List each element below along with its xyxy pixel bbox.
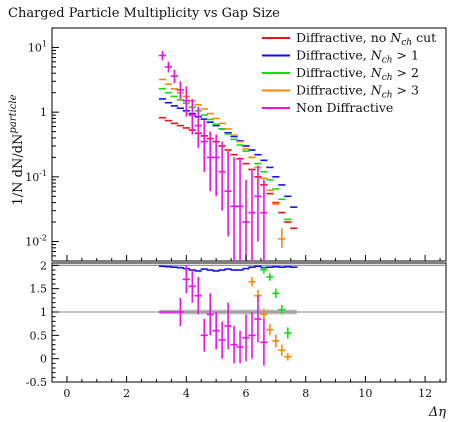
x-tick-label: 6: [243, 387, 250, 400]
ratio-point: [176, 298, 184, 326]
legend-entry: Diffractive, Nch > 2: [262, 65, 419, 83]
data-point: [212, 134, 220, 197]
data-point: [194, 107, 202, 148]
data-point: [164, 61, 173, 73]
ratio-point: [188, 270, 196, 303]
series-2-ratio: [260, 266, 292, 339]
series-2-main: [158, 87, 292, 221]
ratio-point: [182, 265, 190, 294]
legend-entry: Diffractive, no Nch cut: [262, 30, 436, 48]
legend-entry: Non Diffractive: [262, 100, 393, 115]
ratio-point: [272, 288, 280, 298]
ratio-point: [260, 266, 268, 274]
data-point: [242, 179, 250, 261]
legend-entry: Diffractive, Nch > 1: [262, 48, 419, 66]
x-tick-label: 4: [183, 387, 190, 400]
chart-title: Charged Particle Multiplicity vs Gap Siz…: [8, 6, 280, 21]
main-y-tick-label: 101: [28, 39, 47, 54]
x-tick-label: 2: [123, 387, 130, 400]
data-point: [236, 157, 244, 261]
ratio-y-tick-label: 0.5: [30, 329, 48, 342]
ratio-y-tick-label: -0.5: [26, 376, 47, 389]
series-1-ratio: [158, 265, 298, 272]
ratio-point: [230, 326, 238, 364]
data-point: [188, 98, 196, 135]
ratio-point: [266, 324, 274, 336]
data-point: [278, 228, 286, 248]
x-tick-label: 8: [302, 387, 309, 400]
main-panel: [51, 27, 447, 262]
ratio-point: [254, 295, 262, 343]
ratio-point: [224, 302, 232, 350]
ratio-y-tick-label: 1: [40, 306, 47, 319]
data-point: [158, 51, 167, 61]
legend-label: Diffractive, Nch > 2: [296, 65, 419, 83]
ratio-point: [278, 344, 286, 356]
ratio-point: [260, 308, 268, 320]
ratio-panel: [51, 262, 447, 383]
data-point: [176, 81, 184, 99]
ratio-point: [248, 312, 256, 359]
ratio-point: [194, 277, 202, 315]
legend-label: Non Diffractive: [296, 100, 393, 115]
main-y-tick-label: 1: [40, 106, 47, 119]
data-point: [200, 120, 208, 172]
data-point: [170, 69, 178, 84]
ratio-point: [248, 277, 256, 287]
ratio-point: [272, 334, 280, 348]
main-y-tick-label: 10-1: [25, 169, 47, 184]
x-tick-label: 0: [63, 387, 70, 400]
ratio-point: [284, 327, 292, 339]
data-point: [224, 151, 232, 237]
x-axis-label: Δη: [428, 405, 446, 420]
y-axis-label: 1/N dN/dNparticle: [8, 94, 26, 205]
series-0-main: [158, 116, 298, 230]
legend-label: Diffractive, Nch > 1: [296, 48, 419, 66]
ratio-point: [212, 312, 220, 350]
ratio-y-tick-label: 0: [40, 353, 47, 366]
ratio-point: [242, 314, 250, 361]
data-point: [182, 86, 190, 117]
data-point: [260, 179, 268, 261]
ratio-point: [206, 293, 214, 336]
legend-label: Diffractive, no Nch cut: [296, 30, 436, 48]
main-plot-frame: [51, 27, 447, 262]
ratio-point: [236, 330, 244, 364]
data-point: [230, 157, 238, 261]
legend-label: Diffractive, Nch > 3: [296, 83, 419, 101]
ratio-y-tick-label: 2: [40, 259, 47, 272]
ratio-point: [284, 353, 292, 361]
x-tick-label: 10: [358, 387, 372, 400]
legend-entry: Diffractive, Nch > 3: [262, 83, 419, 101]
main-y-tick-label: 10-2: [25, 234, 47, 249]
data-point: [254, 165, 262, 242]
series-4-main: [158, 51, 268, 261]
ratio-point: [218, 321, 226, 359]
ratio-point: [260, 319, 268, 366]
ratio-y-tick-label: 1.5: [30, 283, 48, 296]
ratio-plot-frame: [51, 262, 447, 383]
ratio-point: [200, 319, 208, 352]
data-point: [218, 141, 226, 211]
series-4-ratio: [158, 265, 268, 366]
data-point: [248, 169, 256, 261]
x-tick-label: 12: [418, 387, 432, 400]
ratio-point: [266, 273, 274, 281]
ratio-point: [278, 305, 286, 315]
data-point: [206, 131, 214, 192]
